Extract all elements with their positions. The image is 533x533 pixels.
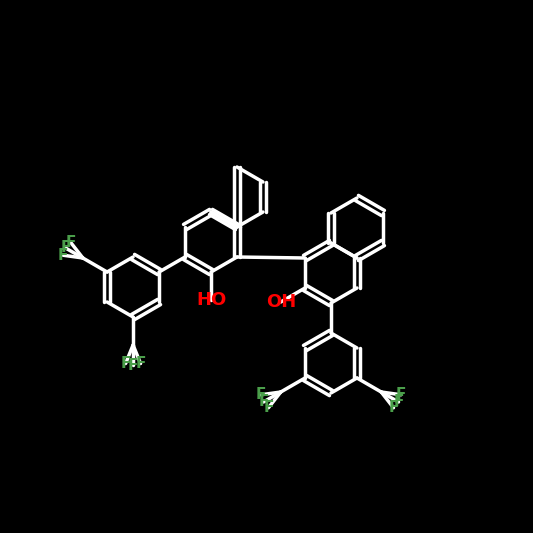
Text: F: F xyxy=(393,394,403,409)
Text: F: F xyxy=(396,387,406,402)
Text: F: F xyxy=(128,358,138,373)
Text: F: F xyxy=(58,248,68,263)
Text: F: F xyxy=(60,240,71,255)
Text: F: F xyxy=(135,356,146,371)
Text: F: F xyxy=(259,394,269,409)
Text: F: F xyxy=(120,356,131,371)
Text: F: F xyxy=(256,387,266,402)
Text: F: F xyxy=(66,235,76,250)
Text: F: F xyxy=(389,400,399,415)
Text: OH: OH xyxy=(265,293,296,311)
Text: F: F xyxy=(263,400,273,415)
Text: HO: HO xyxy=(196,291,226,309)
